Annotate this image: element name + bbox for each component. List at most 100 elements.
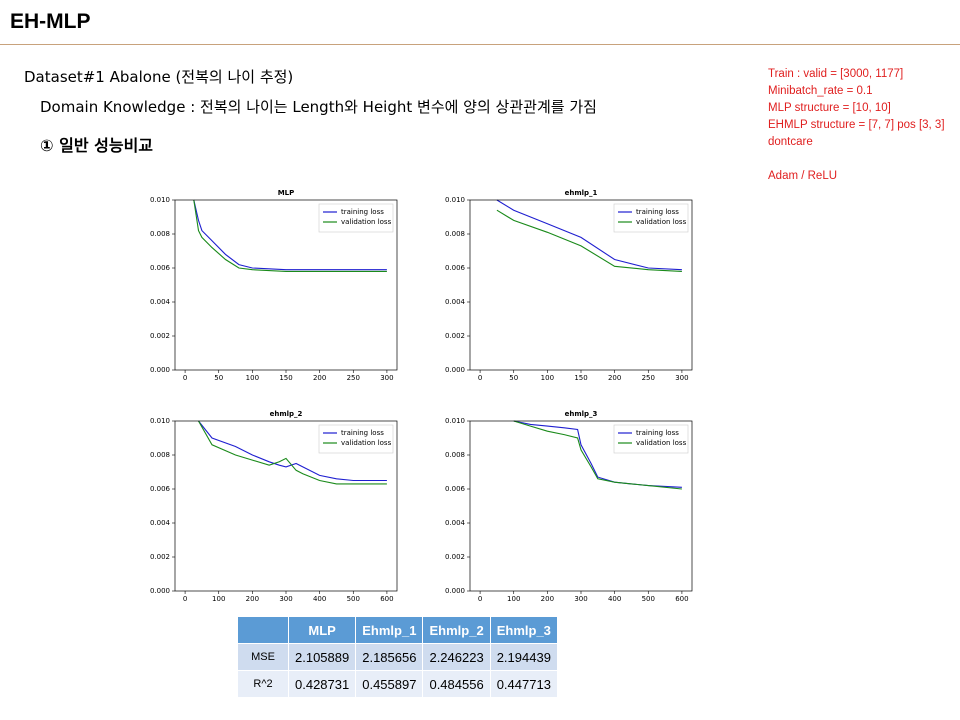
series-line <box>198 420 387 485</box>
y-tick-label: 0.004 <box>150 519 171 527</box>
x-tick-label: 100 <box>507 595 520 603</box>
cell: 2.246223 <box>422 643 491 671</box>
legend-label: training loss <box>341 429 384 437</box>
x-tick-label: 0 <box>478 595 482 603</box>
corner-cell <box>237 616 289 644</box>
y-tick-label: 0.002 <box>445 553 465 561</box>
column-header: Ehmlp_1 <box>355 616 424 644</box>
legend-box <box>613 203 689 233</box>
x-tick-label: 100 <box>246 374 259 382</box>
results-table: MLP Ehmlp_1 Ehmlp_2 Ehmlp_3 MSE 2.105889… <box>237 616 558 698</box>
series-line <box>193 199 387 272</box>
table-row: MSE 2.105889 2.185656 2.246223 2.194439 <box>237 643 558 671</box>
x-tick-label: 0 <box>183 374 187 382</box>
legend-label: training loss <box>636 429 679 437</box>
legend-label: validation loss <box>636 218 687 226</box>
table-row: R^2 0.428731 0.455897 0.484556 0.447713 <box>237 670 558 698</box>
y-tick-label: 0.010 <box>150 196 170 204</box>
x-tick-label: 600 <box>675 595 688 603</box>
y-tick-label: 0.004 <box>150 298 171 306</box>
x-tick-label: 250 <box>347 374 360 382</box>
charts: MLP 0 50 100 150 200 250 300 0.000 0.002 0.004 0.00… <box>150 189 693 603</box>
y-tick-label: 0.004 <box>445 519 466 527</box>
x-tick-label: 400 <box>313 595 326 603</box>
chart-title: ehmlp_1 <box>565 189 598 197</box>
x-tick-label: 200 <box>246 595 259 603</box>
notes: Train : valid = [3000, 1177] Minibatch_r… <box>768 66 958 185</box>
series-line <box>193 199 387 271</box>
legend-box <box>613 424 689 454</box>
text-line: Dataset#1 Abalone (전복의 나이 추정) <box>24 68 294 86</box>
x-tick-label: 0 <box>183 595 187 603</box>
x-tick-label: 100 <box>212 595 225 603</box>
x-tick-label: 300 <box>675 374 688 382</box>
x-tick-label: 0 <box>478 374 482 382</box>
y-tick-label: 0.006 <box>150 264 171 272</box>
x-tick-label: 300 <box>380 374 393 382</box>
chart-title: ehmlp_2 <box>270 410 303 418</box>
x-tick-label: 150 <box>574 374 587 382</box>
column-header: Ehmlp_3 <box>489 616 558 644</box>
legend-label: validation loss <box>636 439 687 447</box>
x-tick-label: 300 <box>279 595 292 603</box>
y-tick-label: 0.000 <box>150 587 170 595</box>
x-tick-label: 400 <box>608 595 621 603</box>
plot-frame <box>174 420 398 592</box>
x-tick-label: 250 <box>642 374 655 382</box>
y-tick-label: 0.006 <box>445 485 466 493</box>
legend-box <box>318 203 394 233</box>
legend-label: validation loss <box>341 218 392 226</box>
y-tick-label: 0.004 <box>445 298 466 306</box>
cell: 0.447713 <box>489 670 558 698</box>
y-tick-label: 0.000 <box>445 587 465 595</box>
x-tick-label: 50 <box>214 374 223 382</box>
x-tick-label: 100 <box>541 374 554 382</box>
cell: 0.455897 <box>355 670 424 698</box>
note-line: Minibatch_rate = 0.1 <box>768 85 873 97</box>
cell: 0.484556 <box>422 670 491 698</box>
y-tick-label: 0.006 <box>150 485 171 493</box>
x-tick-label: 200 <box>313 374 326 382</box>
chart-title: MLP <box>278 189 295 197</box>
slide-title: EH-MLP <box>10 10 91 33</box>
y-tick-label: 0.010 <box>150 417 170 425</box>
x-tick-label: 500 <box>347 595 360 603</box>
y-tick-label: 0.002 <box>150 553 170 561</box>
series-line <box>198 420 387 482</box>
row-label: MSE <box>237 643 289 671</box>
y-tick-label: 0.008 <box>445 230 465 238</box>
x-tick-label: 150 <box>279 374 292 382</box>
y-tick-label: 0.002 <box>150 332 170 340</box>
note-line: Adam / ReLU <box>768 170 838 182</box>
y-tick-label: 0.002 <box>445 332 465 340</box>
cell: 0.428731 <box>287 670 357 698</box>
note-line: MLP structure = [10, 10] <box>768 102 891 114</box>
plot-frame <box>469 199 693 371</box>
plot-frame <box>174 199 398 371</box>
y-tick-label: 0.008 <box>445 451 465 459</box>
column-header: MLP <box>287 616 357 644</box>
text-line: Domain Knowledge : 전복의 나이는 Length와 Heigh… <box>40 98 597 116</box>
header-row: MLP Ehmlp_1 Ehmlp_2 Ehmlp_3 <box>237 616 558 644</box>
legend-box <box>318 424 394 454</box>
legend-label: training loss <box>341 208 384 216</box>
row-label: R^2 <box>237 670 289 698</box>
y-tick-label: 0.008 <box>150 230 170 238</box>
y-tick-label: 0.010 <box>445 196 465 204</box>
chart-title: ehmlp_3 <box>565 410 598 418</box>
legend-label: training loss <box>636 208 679 216</box>
cell: 2.194439 <box>489 643 558 671</box>
title-rule <box>0 44 960 45</box>
x-tick-label: 500 <box>642 595 655 603</box>
section-heading: ① 일반 성능비교 <box>40 136 154 155</box>
column-header: Ehmlp_2 <box>422 616 491 644</box>
series-line <box>496 209 682 272</box>
note-line: Train : valid = [3000, 1177] <box>768 68 904 80</box>
legend-label: validation loss <box>341 439 392 447</box>
x-tick-label: 300 <box>574 595 587 603</box>
plot-frame <box>469 420 693 592</box>
x-tick-label: 200 <box>541 595 554 603</box>
x-tick-label: 200 <box>608 374 621 382</box>
x-tick-label: 600 <box>380 595 393 603</box>
